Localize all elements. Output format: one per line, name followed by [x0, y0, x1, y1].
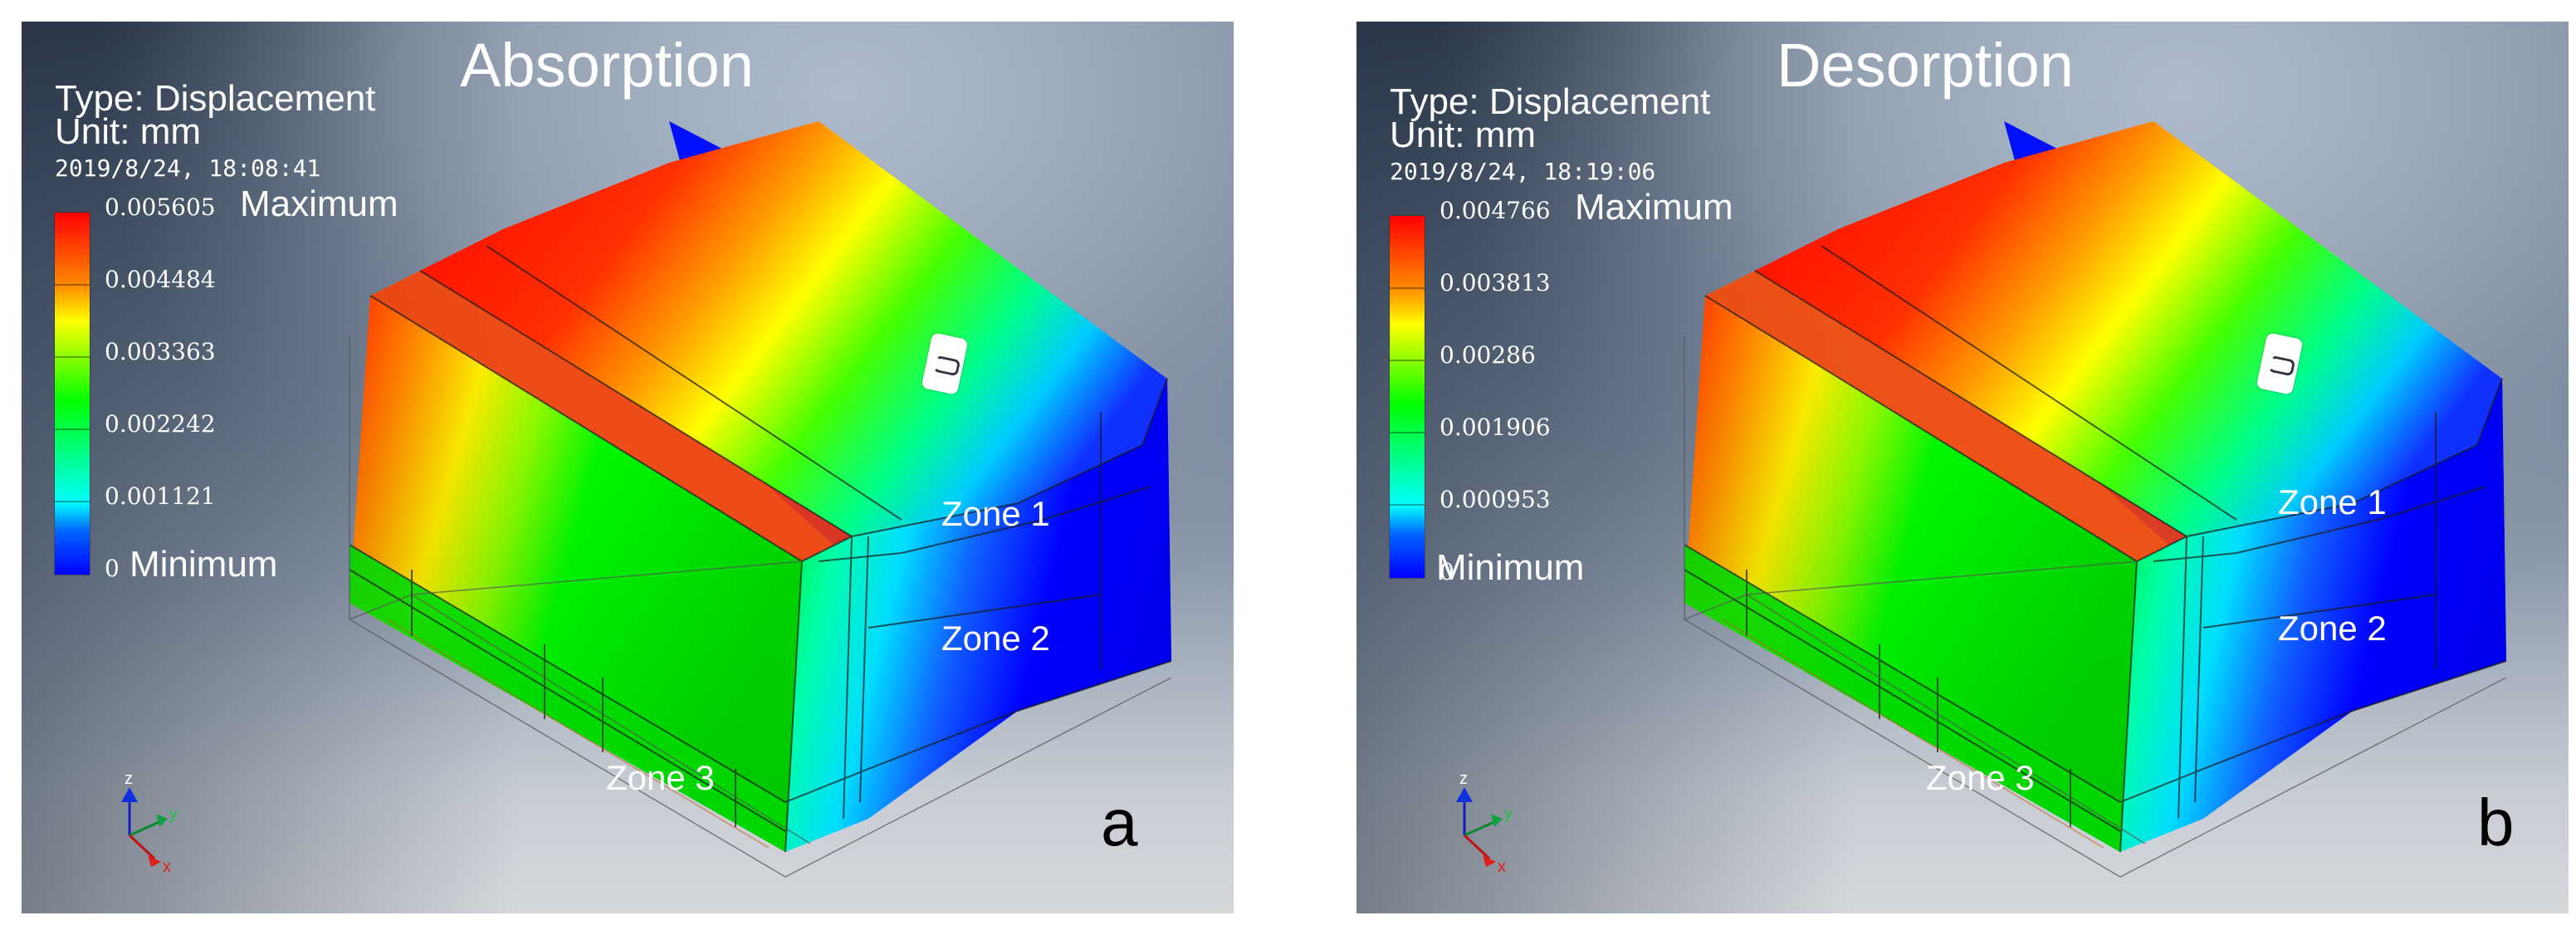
axis-x-label: x — [1498, 858, 1506, 876]
color-legend-bar — [55, 213, 90, 575]
legend-value-min: 0 — [1440, 558, 1454, 585]
axis-y-label: y — [169, 805, 178, 823]
legend-value: 0.002242 — [105, 410, 216, 438]
axis-y-label: y — [1504, 805, 1513, 823]
legend-tick — [55, 428, 90, 430]
axis-triad-icon: z y x — [121, 770, 178, 876]
model-reference-line — [1721, 619, 2104, 849]
axis-triad-icon: z y x — [1456, 770, 1513, 876]
legend-value: 0.004484 — [105, 266, 216, 293]
panel-letter: a — [1101, 786, 1138, 859]
model-front-face-shade — [349, 296, 802, 852]
model-base-strip — [1684, 545, 2120, 852]
legend-value: 0.001121 — [105, 482, 216, 510]
legend-value-max: 0.004766 — [1440, 197, 1551, 224]
result-type: Type: Displacement — [55, 78, 376, 119]
legend-value: 0.000953 — [1440, 486, 1551, 513]
result-type: Type: Displacement — [1390, 81, 1711, 122]
model-base-strip — [349, 545, 785, 852]
legend-value: 0.001906 — [1440, 414, 1551, 441]
model-top-front-ridge — [370, 271, 852, 561]
legend-tick — [1390, 432, 1425, 433]
model-side-face — [785, 379, 1171, 852]
displacement-model — [349, 121, 1172, 878]
zone-3-label: Zone 3 — [606, 758, 715, 797]
legend-value: 0.003363 — [105, 338, 216, 365]
model-top-surface — [370, 121, 1167, 536]
panel-letter: b — [2477, 786, 2515, 859]
legend-value-max: 0.005605 — [105, 193, 216, 221]
legend-value: 0.003813 — [1440, 269, 1551, 296]
legend-tick — [1390, 504, 1425, 506]
color-legend-bar — [1390, 216, 1425, 578]
result-timestamp: 2019/8/24, 18:19:06 — [1390, 158, 1656, 185]
axis-z-label: z — [1459, 770, 1468, 788]
model-mesh-lines — [1684, 245, 2507, 853]
zone-3-label: Zone 3 — [1926, 758, 2035, 797]
zone-1-label: Zone 1 — [2278, 482, 2387, 521]
result-unit: Unit: mm — [55, 111, 201, 152]
zone-1-label: Zone 1 — [941, 494, 1050, 533]
model-front-face-shade — [1684, 296, 2137, 852]
model-top-front-ridge — [1705, 271, 2187, 561]
legend-maximum-label: Maximum — [240, 184, 398, 224]
axis-z-label: z — [125, 770, 133, 788]
zone-2-label: Zone 2 — [2278, 609, 2387, 648]
panel-absorption: Absorption Type: Displacement Unit: mm 2… — [22, 22, 1234, 913]
model-side-face — [2120, 379, 2506, 852]
panel-desorption: Desorption Type: Displacement Unit: mm 2… — [1356, 22, 2569, 913]
zone-2-label: Zone 2 — [941, 619, 1050, 658]
legend-tick — [55, 501, 90, 502]
displacement-model — [1684, 121, 2507, 878]
legend-tick — [55, 356, 90, 358]
legend-value-min: 0 — [105, 555, 120, 582]
legend-maximum-label: Maximum — [1575, 187, 1733, 228]
model-top-surface — [1705, 121, 2502, 536]
panel-title: Desorption — [1777, 31, 2074, 100]
result-unit: Unit: mm — [1390, 115, 1536, 155]
legend-tick — [55, 284, 90, 286]
legend-minimum-label: Minimum — [130, 544, 278, 585]
legend-minimum-label: Minimum — [1436, 547, 1585, 588]
legend-tick — [1390, 360, 1425, 361]
model-wireframe — [1684, 337, 2507, 878]
legend-tick — [1390, 287, 1425, 289]
legend-value: 0.00286 — [1440, 341, 1536, 369]
model-reference-line — [386, 619, 770, 849]
panel-title: Absorption — [460, 31, 754, 100]
axis-x-label: x — [163, 858, 171, 876]
result-timestamp: 2019/8/24, 18:08:41 — [55, 154, 321, 182]
model-wireframe — [349, 337, 1172, 878]
